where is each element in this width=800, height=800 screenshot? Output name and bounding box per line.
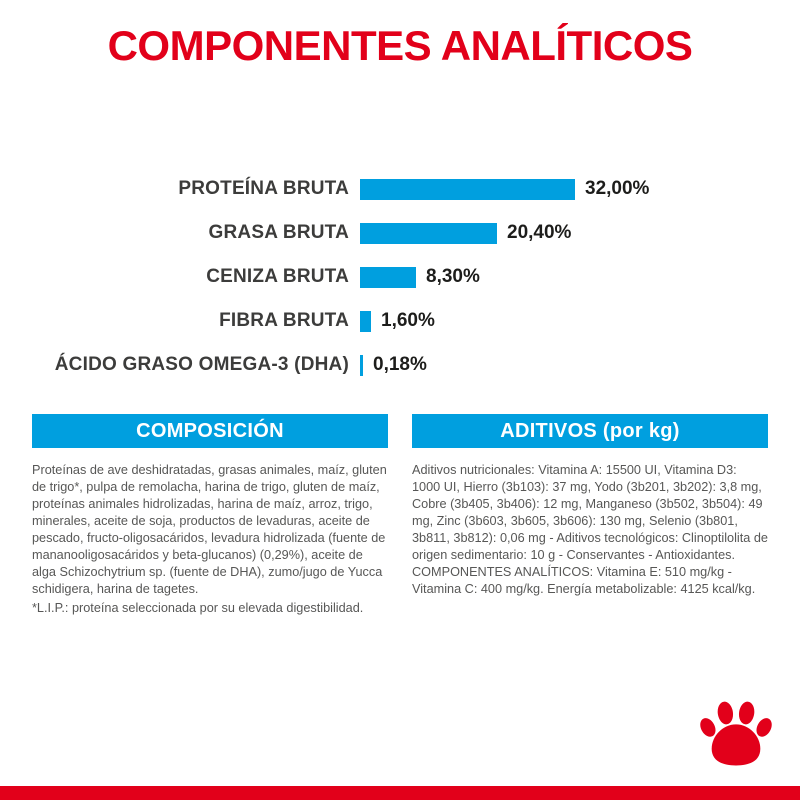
chart-row: PROTEÍNA BRUTA 32,00% — [0, 178, 800, 200]
composition-section: COMPOSICIÓN Proteínas de ave deshidratad… — [32, 414, 388, 617]
chart-category-label: ÁCIDO GRASO OMEGA-3 (DHA) — [54, 354, 349, 375]
chart-value-label: 0,18% — [373, 354, 427, 375]
chart-bar-group: 20,40% — [360, 222, 571, 244]
page-title: COMPONENTES ANALÍTICOS — [107, 22, 693, 69]
chart-bar-group: 0,18% — [360, 354, 427, 376]
chart-row: FIBRA BRUTA 1,60% — [0, 310, 800, 332]
composition-header: COMPOSICIÓN — [32, 414, 388, 448]
chart-row: GRASA BRUTA 20,40% — [0, 222, 800, 244]
chart-category-label: GRASA BRUTA — [208, 222, 349, 243]
chart-category-label: PROTEÍNA BRUTA — [178, 178, 349, 199]
chart-value-label: 32,00% — [585, 178, 650, 199]
analytical-components-chart: PROTEÍNA BRUTA 32,00% GRASA BRUTA 20,40% CEN… — [0, 178, 800, 376]
composition-footnote: *L.I.P.: proteína seleccionada por su el… — [32, 601, 364, 616]
chart-bar-group: 32,00% — [360, 178, 649, 200]
chart-row: ÁCIDO GRASO OMEGA-3 (DHA) 0,18% — [0, 354, 800, 376]
chart-value-label: 8,30% — [426, 266, 480, 287]
chart-bar — [360, 222, 497, 244]
chart-category-label: CENIZA BRUTA — [206, 266, 349, 287]
chart-bar — [360, 266, 416, 288]
chart-value-label: 1,60% — [381, 310, 435, 331]
chart-category-label: FIBRA BRUTA — [219, 310, 349, 331]
additives-text: Aditivos nutricionales: Vitamina A: 1550… — [412, 463, 768, 597]
chart-bar-group: 8,30% — [360, 266, 480, 288]
additives-header: ADITIVOS (por kg) — [412, 414, 768, 448]
chart-row: CENIZA BRUTA 8,30% — [0, 266, 800, 288]
chart-bar — [360, 310, 371, 332]
chart-bar-group: 1,60% — [360, 310, 435, 332]
chart-bar — [360, 178, 575, 200]
bottom-red-bar — [0, 786, 800, 800]
chart-value-label: 20,40% — [507, 222, 572, 243]
info-columns: COMPOSICIÓN Proteínas de ave deshidratad… — [0, 414, 800, 617]
composition-text: Proteínas de ave deshidratadas, grasas a… — [32, 463, 387, 597]
footer — [698, 694, 774, 770]
chart-bar — [360, 354, 363, 376]
royal-canin-paw-logo — [700, 701, 772, 766]
additives-section: ADITIVOS (por kg) Aditivos nutricionales… — [412, 414, 768, 617]
